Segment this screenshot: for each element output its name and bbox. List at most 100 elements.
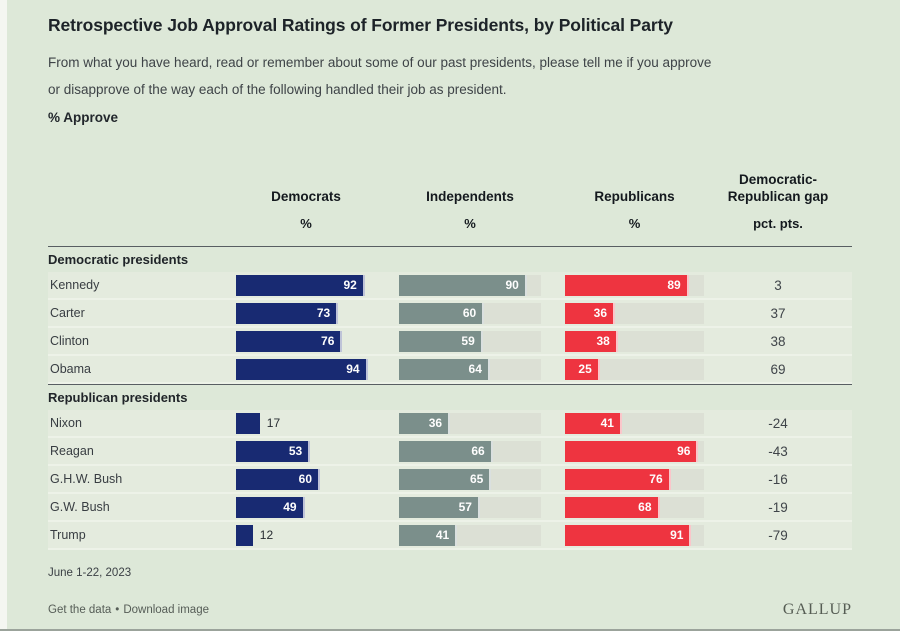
republicans-bar-track: 91 <box>565 524 704 546</box>
independents-bar-track: 59 <box>399 330 541 352</box>
independents-bar-track: 65 <box>399 468 541 490</box>
republicans-bar: 68 <box>565 496 660 518</box>
chart-subtitle: From what you have heard, read or rememb… <box>48 55 712 97</box>
unit-democrats: % <box>300 216 312 231</box>
democrats-value: 12 <box>259 528 274 542</box>
screenshot-left-edge <box>0 0 7 631</box>
democrats-bar-track: 73 <box>236 302 376 324</box>
independents-bar-track: 64 <box>399 358 541 380</box>
gap-value: -19 <box>768 499 788 515</box>
democrats-bar: 92 <box>236 274 365 296</box>
independents-bar-track: 36 <box>399 412 541 434</box>
independents-bar: 90 <box>399 274 527 296</box>
democrats-bar-track: 53 <box>236 440 376 462</box>
president-label: G.H.W. Bush <box>50 472 123 486</box>
independents-bar: 36 <box>399 412 451 434</box>
independents-value: 60 <box>462 306 477 320</box>
democrats-bar-track: 60 <box>236 468 376 490</box>
footer-links: Get the data • Download image <box>48 604 209 616</box>
president-label: Clinton <box>50 334 89 348</box>
president-label: Carter <box>50 306 85 320</box>
republicans-bar-track: 68 <box>565 496 704 518</box>
table-row: Obama 94 64 25 69 <box>48 356 852 384</box>
democrats-bar: 12 <box>236 524 273 546</box>
column-header-democrats: Democrats <box>271 189 341 204</box>
unit-gap: pct. pts. <box>753 216 803 231</box>
measure-label: % Approve <box>48 110 119 125</box>
republicans-bar: 76 <box>565 468 671 490</box>
republicans-value: 41 <box>600 416 614 430</box>
independents-bar-track: 66 <box>399 440 541 462</box>
table-row: Trump 12 41 91 -79 <box>48 522 852 550</box>
gap-value: -16 <box>768 471 788 487</box>
chart-title: Retrospective Job Approval Ratings of Fo… <box>48 15 673 35</box>
democrats-bar: 17 <box>236 412 280 434</box>
table-row: G.H.W. Bush 60 65 76 -16 <box>48 466 852 494</box>
table-row: Clinton 76 59 38 38 <box>48 328 852 356</box>
democrats-bar: 73 <box>236 302 339 324</box>
unit-republicans: % <box>628 216 641 231</box>
independents-bar: 57 <box>399 496 480 518</box>
column-header-republicans: Republicans <box>594 189 675 204</box>
independents-value: 64 <box>468 362 482 376</box>
republicans-value: 25 <box>578 362 592 376</box>
gap-value: 69 <box>770 361 786 377</box>
section-header-row: Democratic presidents <box>48 246 852 272</box>
footer: Get the data • Download image GALLUP <box>48 601 852 619</box>
republicans-value: 89 <box>667 278 681 292</box>
republicans-bar-track: 38 <box>565 330 704 352</box>
republicans-value: 91 <box>670 528 684 542</box>
republicans-value: 36 <box>593 306 608 320</box>
independents-bar: 66 <box>399 440 493 462</box>
table-row: Kennedy 92 90 89 3 <box>48 272 852 300</box>
section-header-row: Republican presidents <box>48 384 852 410</box>
survey-date: June 1-22, 2023 <box>48 567 132 579</box>
approval-table: Democratic presidents Kennedy 92 90 89 3… <box>48 246 852 550</box>
independents-value: 57 <box>458 500 472 514</box>
republicans-bar: 38 <box>565 330 618 352</box>
democrats-bar-track: 94 <box>236 358 376 380</box>
democrats-value: 17 <box>266 416 281 430</box>
link-separator: • <box>115 604 120 616</box>
download-image-link[interactable]: Download image <box>123 604 209 616</box>
column-header-independents: Independents <box>426 189 514 204</box>
unit-independents: % <box>464 216 476 231</box>
screenshot-bottom-edge <box>0 629 900 631</box>
president-label: Nixon <box>50 416 82 430</box>
republicans-bar-track: 41 <box>565 412 704 434</box>
independents-bar-track: 41 <box>399 524 541 546</box>
democrats-bar: 60 <box>236 468 320 490</box>
democrats-bar-track: 17 <box>236 412 376 434</box>
democrats-bar-track: 49 <box>236 496 376 518</box>
independents-value: 41 <box>435 528 450 542</box>
gap-value: -79 <box>768 527 788 543</box>
republicans-bar: 96 <box>565 440 699 462</box>
independents-value: 90 <box>505 278 519 292</box>
section-label: Democratic presidents <box>48 252 189 267</box>
president-label: Reagan <box>50 444 94 458</box>
independents-bar-track: 60 <box>399 302 541 324</box>
table-row: Nixon 17 36 41 -24 <box>48 410 852 438</box>
republicans-bar: 41 <box>565 412 622 434</box>
independents-value: 36 <box>428 416 443 430</box>
get-the-data-link[interactable]: Get the data <box>48 604 112 616</box>
gap-value: -24 <box>768 415 788 431</box>
democrats-value: 49 <box>283 500 297 514</box>
independents-value: 66 <box>471 444 485 458</box>
republicans-value: 38 <box>596 334 610 348</box>
democrats-value: 53 <box>288 444 303 458</box>
independents-bar: 59 <box>399 330 483 352</box>
column-units-row: % % % pct. pts. <box>48 216 852 231</box>
president-label: Obama <box>50 362 91 376</box>
democrats-value: 94 <box>346 362 360 376</box>
republicans-bar: 89 <box>565 274 689 296</box>
column-header-row: Democrats Independents Republicans Democ… <box>48 171 852 205</box>
democrats-bar: 49 <box>236 496 305 518</box>
republicans-bar-track: 76 <box>565 468 704 490</box>
independents-bar: 64 <box>399 358 490 380</box>
democrats-bar: 76 <box>236 330 343 352</box>
republicans-bar: 25 <box>565 358 600 380</box>
independents-bar: 65 <box>399 468 492 490</box>
democrats-bar-track: 12 <box>236 524 376 546</box>
